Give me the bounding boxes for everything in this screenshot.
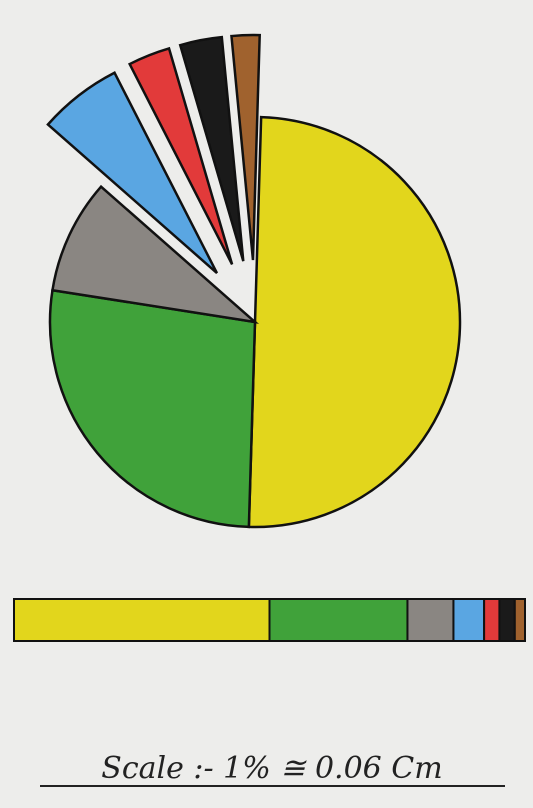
scale-note: Scale :- 1% ≅ 0.06 Cm <box>101 751 442 786</box>
scale-bar-segment <box>13 598 271 642</box>
pie-slice <box>178 35 245 262</box>
pie-slice <box>230 33 262 261</box>
scale-bar-segment <box>268 598 409 642</box>
scale-bar-segment <box>406 598 455 642</box>
pie-slice <box>247 115 462 529</box>
pie-slice <box>127 46 234 265</box>
scale-bar-segment <box>483 598 501 642</box>
pie-slice <box>46 71 219 275</box>
scale-bar-segment <box>513 598 527 642</box>
scale-bar-segment <box>498 598 516 642</box>
scale-bar-segment <box>452 598 486 642</box>
pie-slice <box>48 288 257 529</box>
pie-slice <box>51 184 260 324</box>
